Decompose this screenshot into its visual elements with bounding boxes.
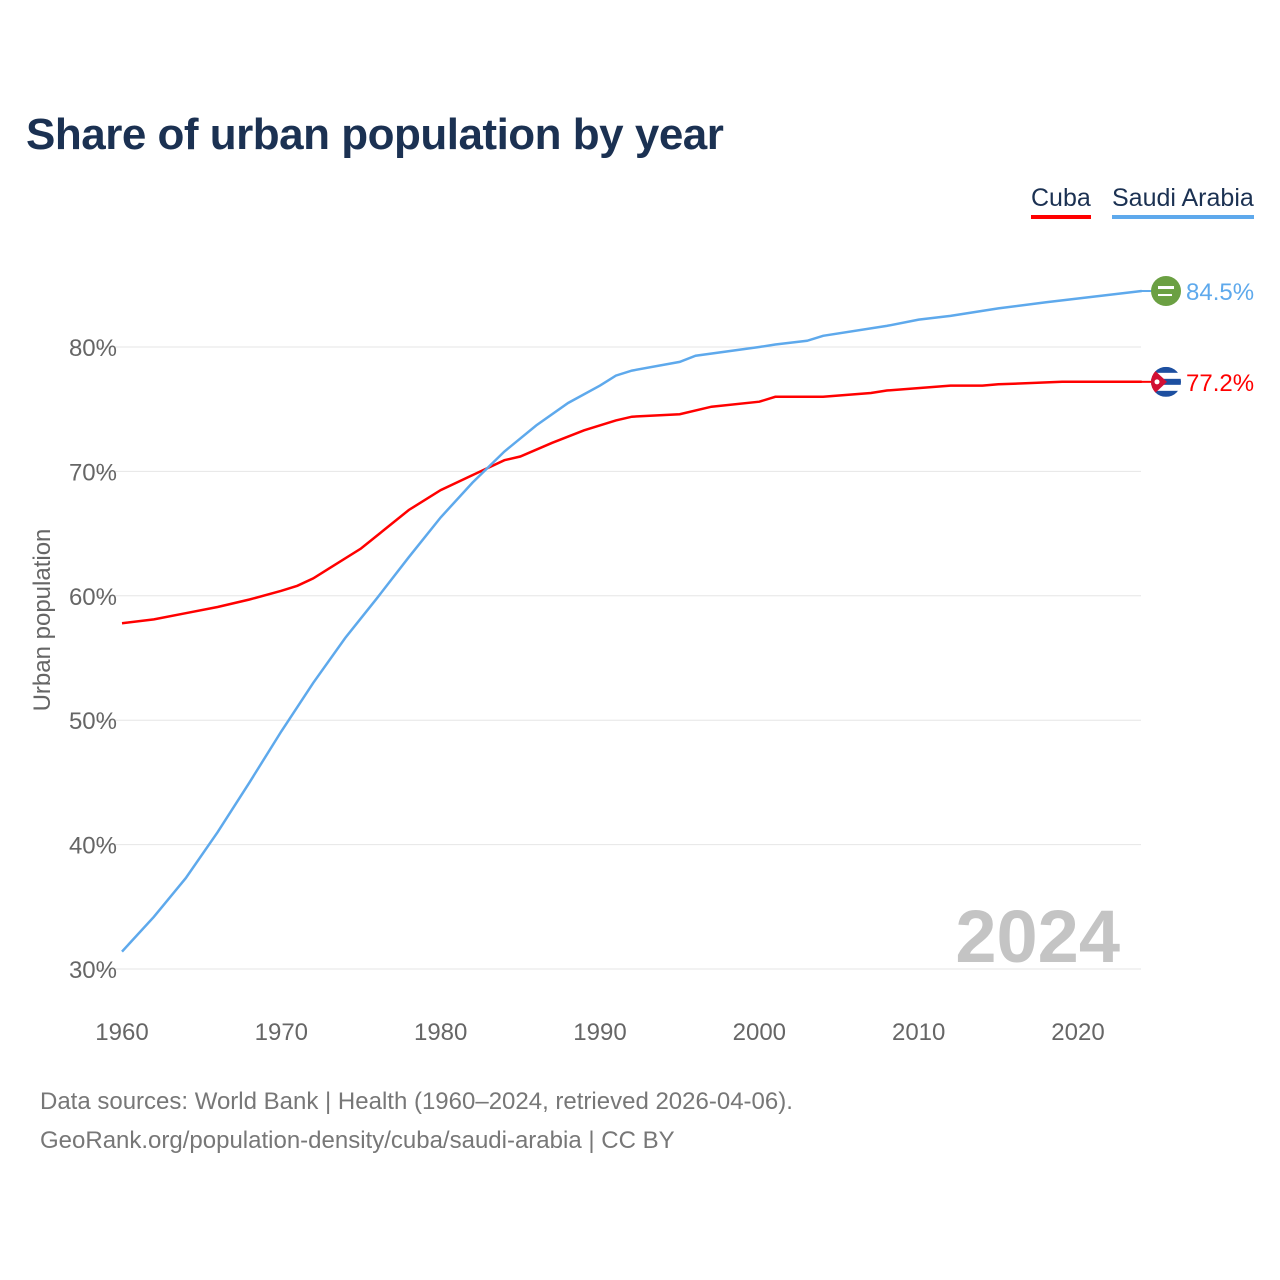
x-tick-label: 1990 <box>573 1019 626 1046</box>
flag-stripe <box>1151 390 1181 397</box>
x-tick-label: 1960 <box>95 1019 148 1046</box>
series-line-saudi-arabia <box>121 289 1142 953</box>
source-line-2[interactable]: GeoRank.org/population-density/cuba/saud… <box>40 1127 675 1154</box>
flag-star <box>1154 379 1160 385</box>
flag-stripe <box>1151 366 1181 373</box>
y-tick-label: 80% <box>69 335 117 362</box>
y-axis-label: Urban population <box>29 529 56 712</box>
flag-bg <box>1151 276 1181 307</box>
series-line-cuba <box>121 380 1142 625</box>
year-watermark: 2024 <box>955 895 1120 978</box>
chart-title: Share of urban population by year <box>26 110 724 159</box>
x-tick-label: 2010 <box>892 1019 945 1046</box>
y-tick-label: 30% <box>69 957 117 984</box>
y-tick-label: 60% <box>69 584 117 611</box>
x-tick-label: 2020 <box>1051 1019 1104 1046</box>
cuba-flag-icon <box>1151 366 1181 397</box>
end-value-label: 84.5% <box>1186 279 1254 306</box>
source-line-1: Data sources: World Bank | Health (1960–… <box>40 1088 793 1115</box>
y-tick-label: 70% <box>69 459 117 486</box>
end-value-label: 77.2% <box>1186 370 1254 397</box>
legend-cuba[interactable]: Cuba <box>1031 184 1091 219</box>
y-tick-label: 50% <box>69 708 117 735</box>
flag-script <box>1158 286 1174 290</box>
saudi-arabia-flag-icon <box>1151 276 1181 307</box>
x-tick-label: 1970 <box>255 1019 308 1046</box>
flag-sword <box>1158 294 1172 297</box>
x-tick-label: 1980 <box>414 1019 467 1046</box>
flag-body <box>1151 366 1181 397</box>
legend-saudi-arabia[interactable]: Saudi Arabia <box>1112 184 1254 219</box>
y-tick-label: 40% <box>69 833 117 860</box>
x-tick-label: 2000 <box>733 1019 786 1046</box>
